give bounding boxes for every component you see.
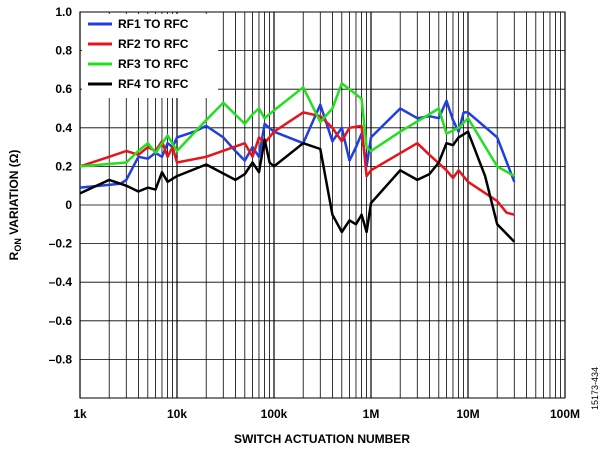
- y-tick-label: 1.0: [55, 5, 72, 19]
- x-tick-label: 10k: [167, 407, 187, 421]
- figure-id: 15173-434: [590, 367, 600, 410]
- series-line: [79, 130, 516, 243]
- legend-label: RF2 TO RFC: [118, 37, 189, 51]
- y-title-main: R: [7, 251, 21, 260]
- y-axis-title: RON VARIATION (Ω): [7, 150, 23, 261]
- y-tick-label: 0.4: [55, 121, 72, 135]
- y-title-rest: VARIATION (Ω): [7, 150, 21, 239]
- x-tick-label: 1M: [363, 407, 380, 421]
- series-line: [79, 82, 515, 178]
- legend: RF1 TO RFC RF2 TO RFC RF3 TO RFC RF4 TO RFC: [82, 14, 218, 98]
- y-tick-label: –0.2: [49, 237, 73, 251]
- y-tick-label: 0.6: [55, 82, 72, 96]
- x-tick-label: 100M: [550, 407, 580, 421]
- y-tick-label: –0.8: [49, 352, 73, 366]
- y-title-sub: ON: [13, 238, 23, 252]
- y-tick-label: 0.2: [55, 159, 72, 173]
- x-tick-label: 1k: [73, 407, 87, 421]
- x-tick-label: 10M: [456, 407, 479, 421]
- y-tick-label: –0.4: [49, 275, 73, 289]
- y-tick-label: 0: [65, 198, 72, 212]
- legend-label: RF4 TO RFC: [118, 77, 189, 91]
- x-axis-title: SWITCH ACTUATION NUMBER: [234, 432, 410, 446]
- y-tick-label: 0.8: [55, 44, 72, 58]
- y-tick-label: –0.6: [49, 314, 73, 328]
- legend-label: RF3 TO RFC: [118, 57, 189, 71]
- x-tick-label: 100k: [261, 407, 288, 421]
- legend-label: RF1 TO RFC: [118, 17, 189, 31]
